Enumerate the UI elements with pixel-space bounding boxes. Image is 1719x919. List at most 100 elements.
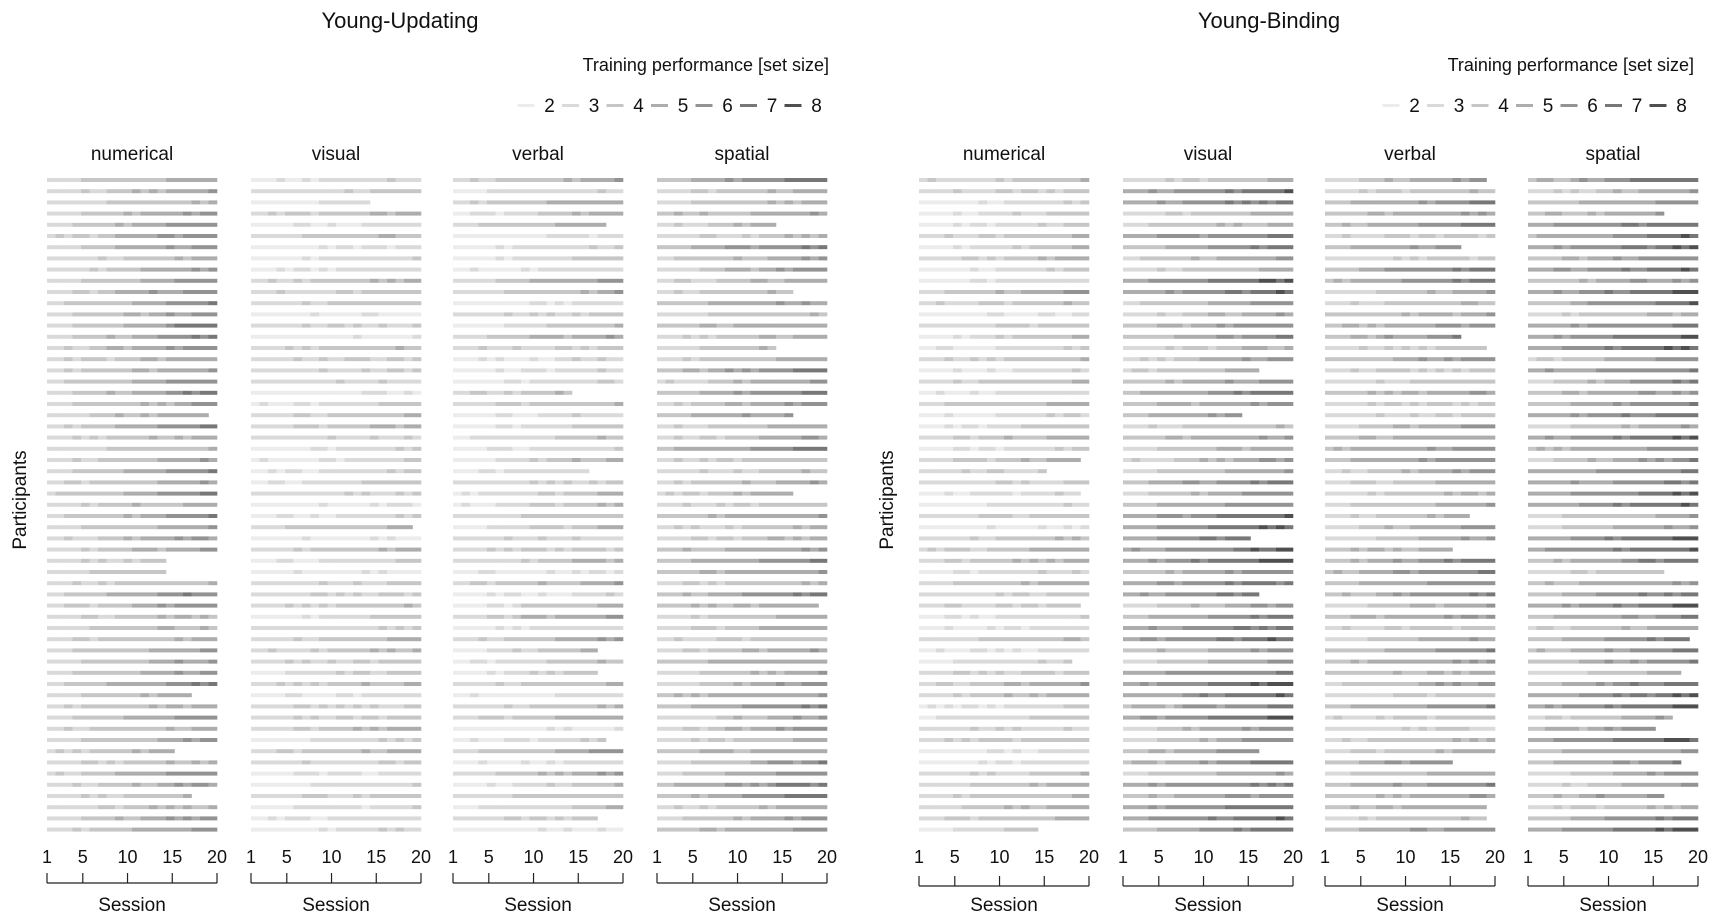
session-cell: [750, 446, 760, 451]
session-cell: [504, 402, 513, 406]
session-cell: [682, 245, 692, 250]
session-cell: [759, 827, 768, 832]
session-cell: [708, 334, 717, 339]
session-cell: [487, 614, 496, 619]
session-cell: [404, 771, 413, 776]
session-cell: [336, 581, 345, 586]
session-cell: [538, 480, 547, 485]
session-cell: [387, 491, 396, 496]
session-cell: [378, 334, 388, 339]
session-cell: [276, 413, 286, 418]
session-cell: [268, 346, 277, 350]
session-cell: [589, 614, 598, 619]
session-cell: [395, 267, 405, 272]
session-cell: [302, 278, 311, 283]
session-cell: [344, 603, 354, 608]
session-cell: [818, 480, 828, 485]
session-cell: [521, 794, 530, 798]
session-cell: [157, 346, 167, 350]
session-cell: [276, 614, 286, 619]
session-cell: [115, 402, 124, 406]
session-cell: [742, 245, 751, 250]
session-cell: [302, 368, 311, 373]
session-cell: [801, 469, 811, 474]
session-cell: [191, 234, 201, 238]
session-cell: [387, 704, 396, 709]
session-cell: [725, 659, 734, 664]
session-cell: [387, 480, 396, 485]
session-cell: [319, 827, 328, 832]
session-cell: [674, 424, 683, 429]
session-cell: [191, 278, 201, 283]
session-cell: [504, 245, 513, 250]
session-cell: [521, 245, 530, 250]
participant-row: [657, 211, 828, 216]
session-cell: [336, 267, 345, 272]
session-cell: [572, 715, 581, 720]
session-cell: [115, 536, 124, 541]
session-cell: [47, 480, 56, 485]
session-cell: [395, 502, 405, 507]
session-cell: [784, 413, 794, 418]
session-cell: [55, 301, 65, 306]
session-cell: [276, 424, 286, 429]
session-cell: [725, 346, 734, 350]
session-cell: [200, 805, 209, 810]
session-cell: [597, 435, 607, 440]
session-cell: [733, 458, 743, 462]
session-cell: [353, 491, 362, 496]
session-cell: [64, 547, 73, 552]
session-cell: [183, 368, 192, 373]
session-cell: [251, 570, 260, 574]
session-cell: [478, 323, 488, 328]
session-cell: [55, 502, 65, 507]
participant-row: [47, 805, 218, 810]
session-cell: [470, 760, 479, 765]
session-cell: [657, 323, 666, 328]
session-cell: [572, 637, 581, 642]
session-cell: [614, 290, 624, 294]
session-cell: [555, 827, 564, 832]
session-cell: [495, 357, 505, 362]
participant-row: [453, 715, 624, 720]
session-cell: [166, 782, 175, 787]
session-cell: [504, 424, 513, 429]
session-cell: [708, 323, 717, 328]
session-cell: [674, 726, 683, 731]
session-cell: [742, 368, 751, 373]
session-cell: [395, 312, 405, 317]
session-cell: [251, 715, 260, 720]
session-cell: [276, 659, 286, 664]
session-cell: [674, 738, 683, 742]
session-cell: [657, 222, 666, 227]
session-cell: [614, 234, 624, 238]
session-cell: [106, 536, 116, 541]
session-cell: [691, 301, 700, 306]
session-cell: [614, 525, 624, 530]
session-cell: [370, 222, 379, 227]
session-cell: [64, 480, 73, 485]
session-cell: [555, 379, 564, 384]
session-cell: [106, 222, 116, 227]
session-cell: [478, 536, 488, 541]
session-cell: [733, 782, 743, 787]
session-cell: [699, 290, 709, 294]
session-cell: [344, 536, 354, 541]
legend-item-8: 8: [784, 96, 822, 117]
session-cell: [259, 256, 269, 261]
session-cell: [453, 267, 462, 272]
session-cell: [47, 637, 56, 642]
session-cell: [319, 379, 328, 384]
session-cell: [597, 480, 607, 485]
session-cell: [776, 592, 785, 597]
session-cell: [750, 760, 760, 765]
session-cell: [395, 458, 405, 462]
session-cell: [716, 334, 726, 339]
session-cell: [504, 738, 513, 742]
session-cell: [699, 402, 709, 406]
session-cell: [268, 323, 277, 328]
session-cell: [89, 626, 99, 630]
participant-row: [657, 245, 828, 250]
session-cell: [461, 290, 471, 294]
session-cell: [512, 301, 522, 306]
